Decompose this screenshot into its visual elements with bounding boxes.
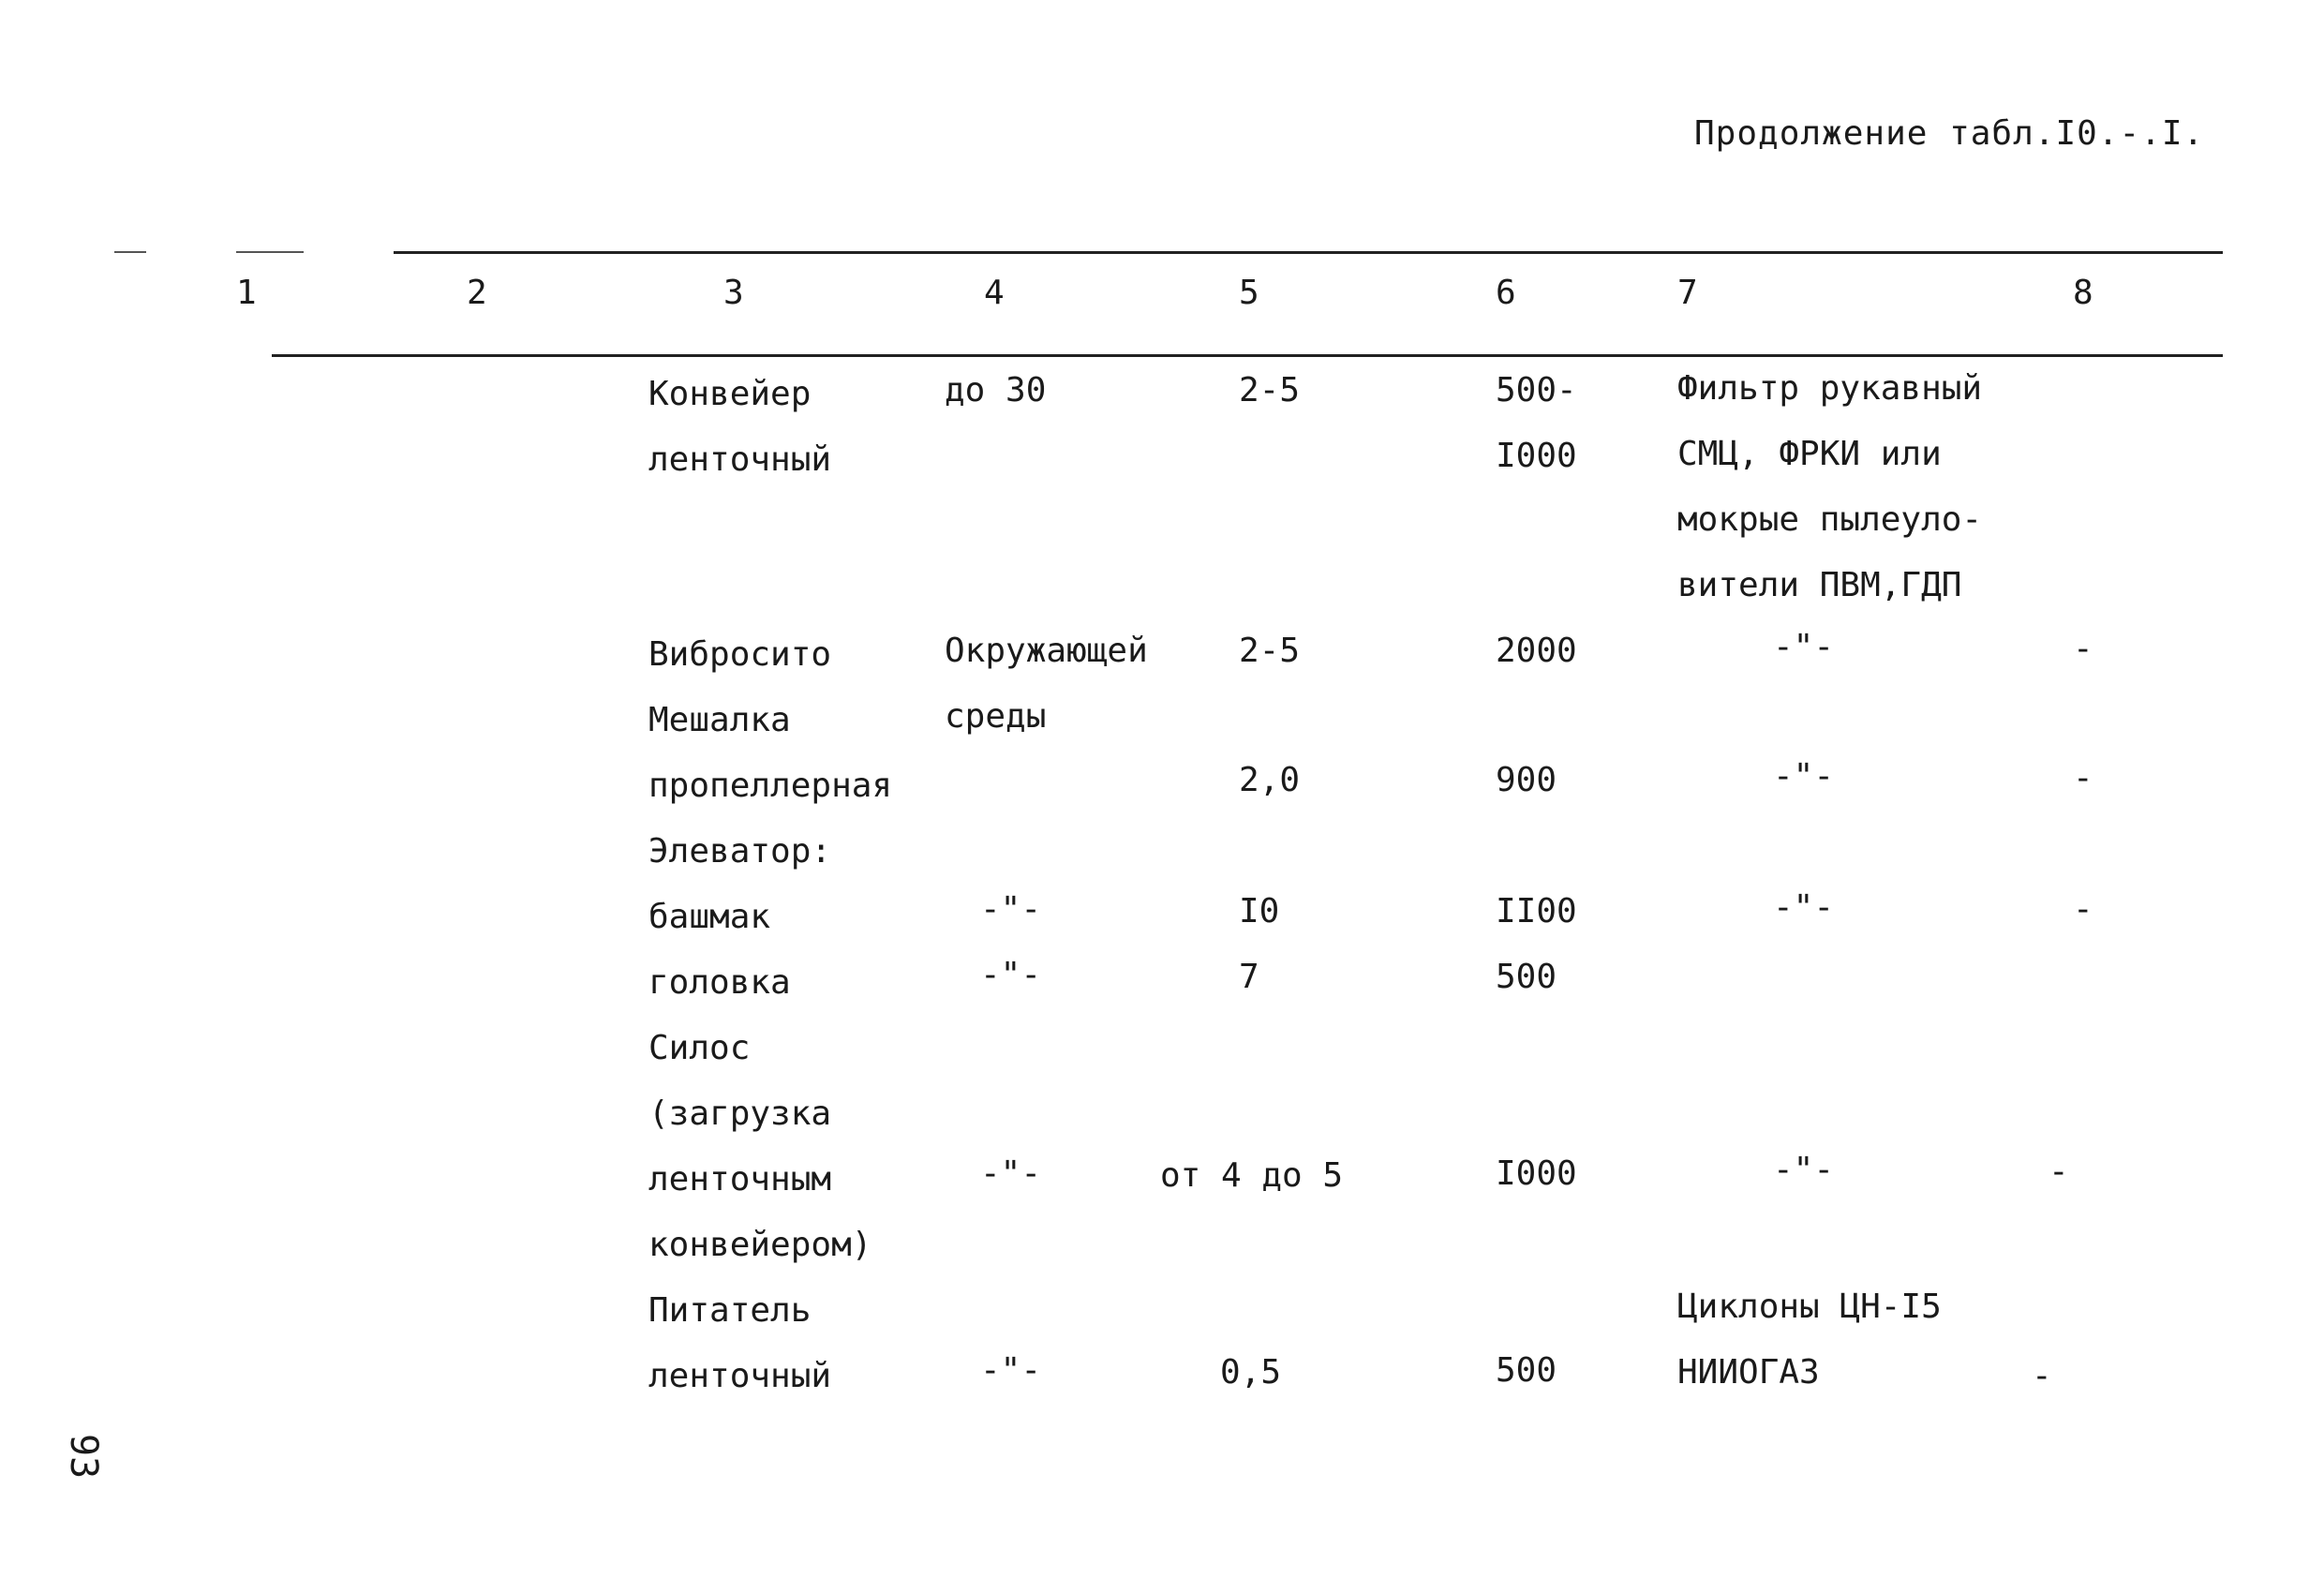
cell-row8-temperature: -"- [980,1351,1042,1390]
cell-row8-equipment: Циклоны ЦН-I5 НИИОГАЗ [1677,1288,1942,1392]
cell-row6-c6: 500 [1496,958,1557,996]
cell-row2-c6: 2000 [1496,632,1577,670]
page-number: 93 [62,1434,105,1480]
cell-row2-temperature: Окружающей среды [945,632,1148,736]
cell-row2-c5: 2-5 [1239,632,1301,670]
cell-row5-name: башмак [648,898,771,936]
cell-row7-equipment: -"- [1773,1151,1835,1189]
column-header-7: 7 [1677,274,1698,312]
cell-row6-temperature: -"- [980,956,1042,994]
cell-row2-c8: - [2073,630,2093,668]
cell-row1-c5: 2-5 [1239,371,1301,409]
cell-row7-c8: - [2048,1153,2069,1191]
cell-row4-name: Элеватор: [648,832,832,871]
cell-row7-c5: от 4 до 5 [1160,1156,1344,1195]
column-header-2: 2 [467,274,487,312]
cell-row5-equipment: -"- [1773,888,1835,927]
cell-row6-c5: 7 [1239,958,1259,996]
cell-row3-c6: 900 [1496,761,1557,799]
column-header-5: 5 [1239,274,1259,312]
cell-row8-c6: 500 [1496,1351,1557,1390]
cell-row1-name: Конвейер ленточный [648,375,832,479]
cell-row1-temperature: до 30 [945,371,1047,409]
cell-row8-c8: - [2032,1357,2052,1395]
table-caption: Продолжение табл.I0.-.I. [1694,114,2205,153]
cell-row6-name: головка [648,963,791,1002]
column-header-1: 1 [236,274,257,312]
cell-row7-c6: I000 [1496,1154,1577,1193]
column-header-4: 4 [984,274,1005,312]
cell-row3-name: Мешалка пропеллерная [648,701,893,805]
cell-row3-equipment: -"- [1773,757,1835,796]
column-header-8: 8 [2073,274,2093,312]
cell-row8-c5: 0,5 [1220,1353,1282,1392]
cell-row7-name: Силос (загрузка ленточным конвейером) [648,1029,872,1264]
cell-row1-c6: 500- I000 [1496,371,1577,475]
header-rule-bottom [272,354,2223,357]
cell-row2-name: Вибросито [648,635,832,674]
cell-row5-c6: II00 [1496,892,1577,930]
cell-row1-equipment: Фильтр рукавный СМЦ, ФРКИ или мокрые пылеу… [1677,369,1983,604]
header-rule-top-left-b [236,251,304,253]
cell-row5-c5: I0 [1239,892,1280,930]
cell-row3-c8: - [2073,759,2093,797]
header-rule-top-left-a [114,251,146,253]
cell-row2-equipment: -"- [1773,628,1835,666]
column-header-6: 6 [1496,274,1516,312]
column-header-3: 3 [723,274,744,312]
cell-row3-c5: 2,0 [1239,761,1301,799]
cell-row5-c8: - [2073,890,2093,929]
cell-row8-name: Питатель ленточный [648,1291,832,1395]
cell-row5-temperature: -"- [980,890,1042,929]
header-rule-top [394,251,2223,254]
cell-row7-temperature: -"- [980,1154,1042,1193]
